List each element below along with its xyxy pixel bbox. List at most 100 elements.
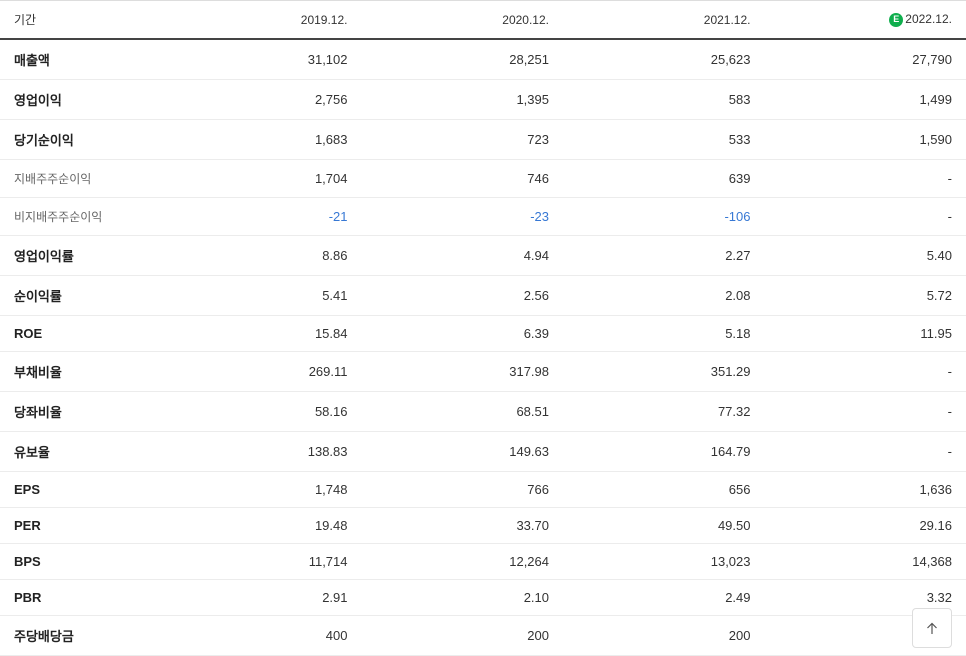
table-header-row: 기간 2019.12. 2020.12. 2021.12. E2022.12.: [0, 1, 966, 40]
cell-value: 269.11: [160, 352, 362, 392]
cell-value: 2.56: [362, 276, 564, 316]
cell-value: 656: [563, 472, 765, 508]
row-label: 비지배주주순이익: [0, 198, 160, 236]
cell-value: 1,748: [160, 472, 362, 508]
cell-value: 58.16: [160, 392, 362, 432]
col-header-estimate: E2022.12.: [765, 1, 966, 40]
cell-value: 33.70: [362, 508, 564, 544]
cell-value: 746: [362, 160, 564, 198]
cell-value: 723: [362, 120, 564, 160]
row-label: 유보율: [0, 432, 160, 472]
scroll-top-button[interactable]: [912, 608, 952, 648]
col-header: 2019.12.: [160, 1, 362, 40]
cell-value: 583: [563, 80, 765, 120]
table-row: BPS11,71412,26413,02314,368: [0, 544, 966, 580]
cell-value: 4.94: [362, 236, 564, 276]
cell-value: 14,368: [765, 544, 966, 580]
financial-table: 기간 2019.12. 2020.12. 2021.12. E2022.12. …: [0, 0, 966, 656]
cell-value: -: [765, 198, 966, 236]
table-row: 순이익률5.412.562.085.72: [0, 276, 966, 316]
table-row: 주당배당금400200200: [0, 616, 966, 656]
cell-value: 29.16: [765, 508, 966, 544]
cell-value: -: [765, 352, 966, 392]
row-label: PER: [0, 508, 160, 544]
row-label: 당기순이익: [0, 120, 160, 160]
row-label: ROE: [0, 316, 160, 352]
cell-value: 351.29: [563, 352, 765, 392]
cell-value: 5.18: [563, 316, 765, 352]
table-row: 당기순이익1,6837235331,590: [0, 120, 966, 160]
col-header: 2020.12.: [362, 1, 564, 40]
col-header: 2021.12.: [563, 1, 765, 40]
table-row: 부채비율269.11317.98351.29-: [0, 352, 966, 392]
table-row: 당좌비율58.1668.5177.32-: [0, 392, 966, 432]
cell-value: 28,251: [362, 39, 564, 80]
cell-value: 200: [563, 616, 765, 656]
estimate-badge-icon: E: [889, 13, 903, 27]
cell-value: 49.50: [563, 508, 765, 544]
cell-value: -106: [563, 198, 765, 236]
cell-value: 2.08: [563, 276, 765, 316]
row-label: 지배주주순이익: [0, 160, 160, 198]
cell-value: -21: [160, 198, 362, 236]
cell-value: -: [765, 432, 966, 472]
table-row: EPS1,7487666561,636: [0, 472, 966, 508]
cell-value: 15.84: [160, 316, 362, 352]
cell-value: 27,790: [765, 39, 966, 80]
table-body: 매출액31,10228,25125,62327,790영업이익2,7561,39…: [0, 39, 966, 656]
table-row: 영업이익2,7561,3955831,499: [0, 80, 966, 120]
table-row: 매출액31,10228,25125,62327,790: [0, 39, 966, 80]
cell-value: 77.32: [563, 392, 765, 432]
cell-value: 766: [362, 472, 564, 508]
cell-value: 1,499: [765, 80, 966, 120]
row-label: 주당배당금: [0, 616, 160, 656]
cell-value: 1,683: [160, 120, 362, 160]
cell-value: 5.72: [765, 276, 966, 316]
cell-value: 8.86: [160, 236, 362, 276]
cell-value: 13,023: [563, 544, 765, 580]
cell-value: 1,590: [765, 120, 966, 160]
cell-value: 25,623: [563, 39, 765, 80]
cell-value: 639: [563, 160, 765, 198]
row-label: 매출액: [0, 39, 160, 80]
cell-value: 2.27: [563, 236, 765, 276]
cell-value: 68.51: [362, 392, 564, 432]
cell-value: 138.83: [160, 432, 362, 472]
cell-value: 200: [362, 616, 564, 656]
cell-value: 31,102: [160, 39, 362, 80]
table-row: 지배주주순이익1,704746639-: [0, 160, 966, 198]
row-label: 당좌비율: [0, 392, 160, 432]
cell-value: 5.40: [765, 236, 966, 276]
cell-value: -: [765, 160, 966, 198]
cell-value: 164.79: [563, 432, 765, 472]
cell-value: 11.95: [765, 316, 966, 352]
row-label: 영업이익률: [0, 236, 160, 276]
row-label: BPS: [0, 544, 160, 580]
table-row: 영업이익률8.864.942.275.40: [0, 236, 966, 276]
cell-value: 149.63: [362, 432, 564, 472]
row-label: 순이익률: [0, 276, 160, 316]
cell-value: 2,756: [160, 80, 362, 120]
cell-value: 1,704: [160, 160, 362, 198]
table-row: 유보율138.83149.63164.79-: [0, 432, 966, 472]
cell-value: 533: [563, 120, 765, 160]
row-label: 영업이익: [0, 80, 160, 120]
row-label: 부채비율: [0, 352, 160, 392]
col-header-label: 2022.12.: [905, 12, 952, 26]
cell-value: -: [765, 392, 966, 432]
cell-value: 11,714: [160, 544, 362, 580]
table-row: ROE15.846.395.1811.95: [0, 316, 966, 352]
cell-value: 1,636: [765, 472, 966, 508]
arrow-up-icon: [923, 619, 941, 637]
cell-value: 1,395: [362, 80, 564, 120]
cell-value: 19.48: [160, 508, 362, 544]
table-row: 비지배주주순이익-21-23-106-: [0, 198, 966, 236]
cell-value: 317.98: [362, 352, 564, 392]
table-row: PER19.4833.7049.5029.16: [0, 508, 966, 544]
cell-value: 400: [160, 616, 362, 656]
cell-value: 6.39: [362, 316, 564, 352]
cell-value: 5.41: [160, 276, 362, 316]
cell-value: 12,264: [362, 544, 564, 580]
period-header: 기간: [0, 1, 160, 40]
row-label: EPS: [0, 472, 160, 508]
